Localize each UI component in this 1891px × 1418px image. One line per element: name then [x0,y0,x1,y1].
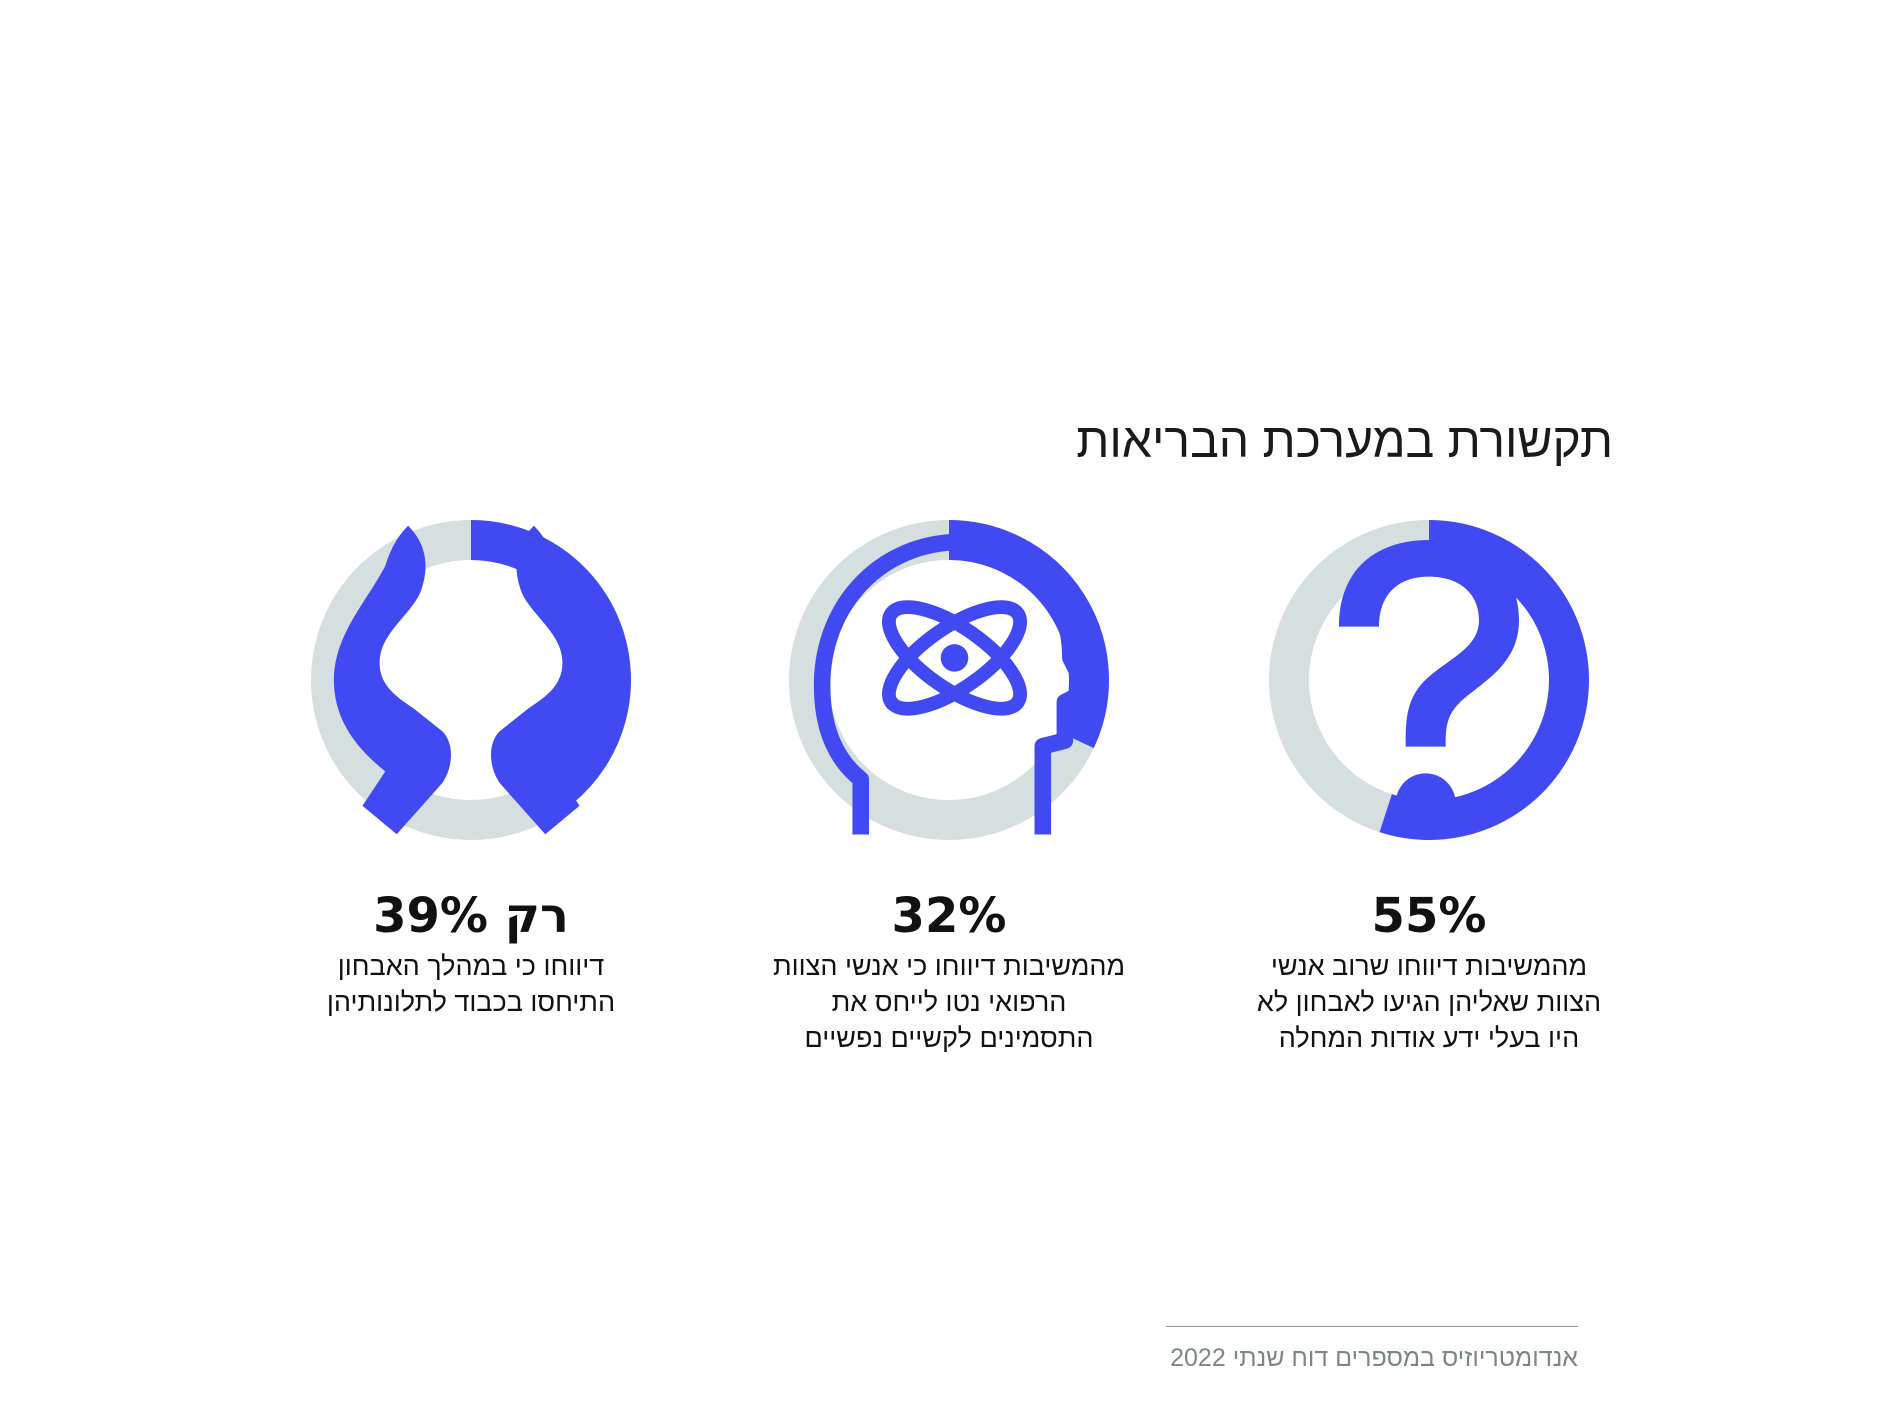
donut-chart-1 [1269,520,1589,840]
source-caption: אנדומטריוזיס במספרים דוח שנתי 2022 [1170,1344,1578,1372]
description-line: הצוות שאליהן הגיעו לאבחון לא [1256,987,1602,1017]
donut-chart-2 [789,520,1109,840]
stat-description-1: מהמשיבות דיווחו שרוב אנשי הצוות שאליהן ה… [1209,948,1649,1056]
description-line: התסמינים לקשיים נפשיים [804,1023,1094,1053]
description-line: מהמשיבות דיווחו שרוב אנשי [1270,951,1588,981]
donut-arc-value [1379,520,1589,840]
stat-description-3: דיווחו כי במהלך האבחון התיחסו בכבוד לתלו… [251,948,691,1020]
description-line: הרפואי נטו לייחס את [831,987,1067,1017]
stat-value-3: רק 39% [373,888,569,944]
stat-description-2: מהמשיבות דיווחו כי אנשי הצוות הרפואי נטו… [729,948,1169,1056]
description-line: היו בעלי ידע אודות המחלה [1278,1023,1580,1053]
stat-card-1: 55% מהמשיבות דיווחו שרוב אנשי הצוות שאלי… [1209,520,1649,1080]
description-line: דיווחו כי במהלך האבחון [337,951,605,981]
description-line: מהמשיבות דיווחו כי אנשי הצוות [772,951,1126,981]
stat-value-1: 55% [1371,888,1487,944]
stat-card-3: רק 39% דיווחו כי במהלך האבחון התיחסו בכב… [251,520,691,1080]
caring-hands-icon [333,525,609,835]
stat-value-2: 32% [891,888,1007,944]
description-line: התיחסו בכבוד לתלונותיהן [326,987,616,1017]
stat-card-2: 32% מהמשיבות דיווחו כי אנשי הצוות הרפואי… [729,520,1169,1080]
footer-divider [1166,1326,1578,1327]
head-atom-icon [813,533,1096,835]
donut-chart-3 [311,520,631,840]
page-title: תקשורת במערכת הבריאות [1076,415,1613,468]
question-mark-icon [1339,540,1519,834]
